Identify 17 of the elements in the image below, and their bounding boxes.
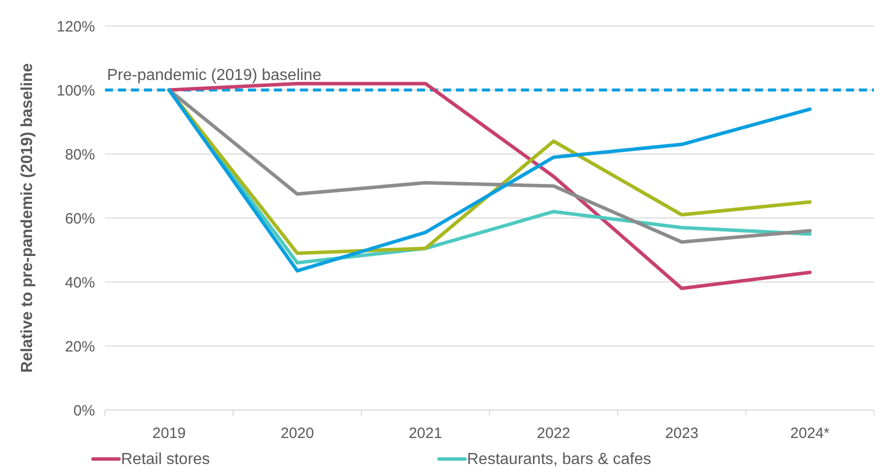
y-tick-label: 80%	[64, 146, 95, 164]
y-tick-label: 120%	[56, 18, 95, 36]
x-tick-label: 2024*	[790, 425, 830, 442]
y-tick-label: 20%	[64, 338, 95, 356]
ref-line-label: Pre-pandemic (2019) baseline	[107, 67, 322, 84]
y-tick-label: 100%	[56, 82, 95, 100]
y-tick-label: 0%	[73, 402, 95, 420]
x-tick-label: 2022	[536, 425, 570, 442]
y-tick-label: 40%	[64, 274, 95, 292]
x-tick-label: 2021	[408, 425, 442, 442]
x-tick-label: 2019	[152, 425, 186, 442]
x-tick-label: 2023	[665, 425, 698, 442]
legend-label: Retail stores	[121, 451, 210, 468]
legend-label: Restaurants, bars & cafes	[467, 451, 652, 468]
y-tick-label: 60%	[64, 210, 95, 228]
x-tick-label: 2020	[280, 425, 314, 442]
y-axis-title: Relative to pre-pandemic (2019) baseline	[19, 63, 36, 373]
